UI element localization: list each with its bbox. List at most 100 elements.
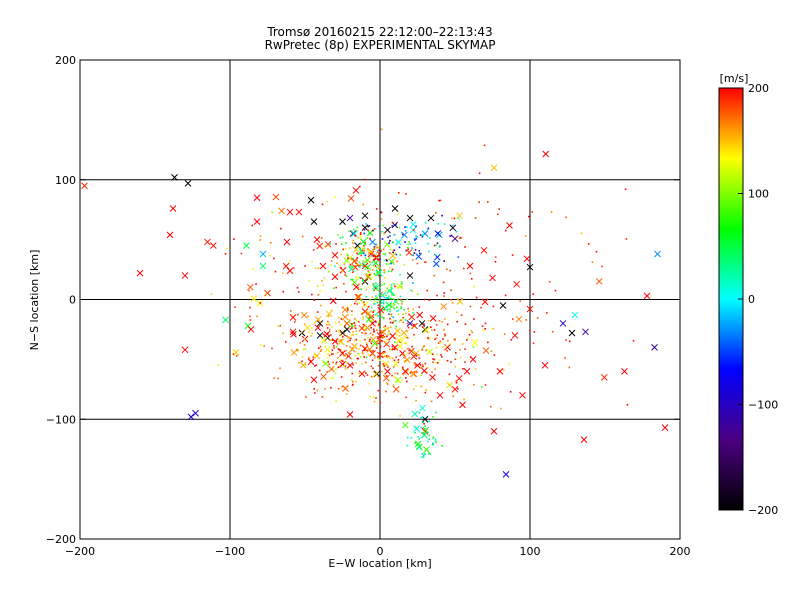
meteor-dot-marker <box>374 265 377 267</box>
meteor-dot-marker <box>345 361 348 363</box>
meteor-dot-marker <box>373 300 376 302</box>
meteor-dot-marker <box>392 306 395 309</box>
meteor-dot-marker <box>414 364 417 366</box>
meteor-dot-marker <box>426 366 429 369</box>
meteor-dot-marker <box>493 354 496 356</box>
meteor-cross-marker <box>515 315 523 323</box>
meteor-dot-marker <box>327 357 329 359</box>
meteor-dot-marker <box>397 381 399 383</box>
meteor-dot-marker <box>455 230 458 233</box>
meteor-cross-marker <box>300 311 308 319</box>
meteor-dot-marker <box>337 387 340 390</box>
meteor-dot-marker <box>469 305 472 308</box>
meteor-dot-marker <box>386 383 389 385</box>
meteor-cross-marker <box>416 311 424 319</box>
meteor-dot-marker <box>386 259 388 262</box>
meteor-dot-marker <box>433 358 436 361</box>
meteor-dot-marker <box>235 355 238 357</box>
meteor-dot-marker <box>441 214 443 217</box>
meteor-dot-marker <box>430 326 432 328</box>
meteor-dot-marker <box>379 300 382 303</box>
meteor-dot-marker <box>360 299 363 302</box>
meteor-dot-marker <box>382 353 385 356</box>
meteor-dot-marker <box>324 345 327 348</box>
meteor-dot-marker <box>329 243 331 245</box>
meteor-dot-marker <box>378 264 380 267</box>
meteor-dot-marker <box>396 372 399 375</box>
meteor-cross-marker <box>449 224 457 232</box>
meteor-dot-marker <box>311 332 313 335</box>
meteor-dot-marker <box>366 374 369 376</box>
meteor-dot-marker <box>449 269 452 272</box>
meteor-dot-marker <box>337 357 339 359</box>
meteor-dot-marker <box>381 231 383 233</box>
meteor-dot-marker <box>372 311 374 313</box>
meteor-dot-marker <box>481 386 483 388</box>
meteor-dot-marker <box>345 275 348 277</box>
meteor-dot-marker <box>333 347 335 349</box>
meteor-dot-marker <box>343 365 346 367</box>
meteor-dot-marker <box>363 232 366 235</box>
meteor-dot-marker <box>386 287 389 290</box>
meteor-dot-marker <box>382 363 385 365</box>
meteor-dot-marker <box>625 238 628 240</box>
meteor-cross-marker <box>463 367 471 375</box>
meteor-cross-marker <box>314 316 322 323</box>
meteor-dot-marker <box>422 456 425 459</box>
meteor-cross-marker <box>384 367 391 375</box>
meteor-dot-marker <box>324 245 326 248</box>
meteor-cross-marker <box>383 241 391 248</box>
meteor-dot-marker <box>400 307 402 310</box>
meteor-cross-marker <box>354 293 362 301</box>
meteor-dot-marker <box>404 359 407 362</box>
meteor-cross-marker <box>580 436 588 443</box>
meteor-dot-marker <box>370 319 373 322</box>
meteor-dot-marker <box>413 324 415 326</box>
meteor-dot-marker <box>438 320 441 322</box>
meteor-dot-marker <box>427 319 430 322</box>
meteor-dot-marker <box>394 319 397 322</box>
meteor-dot-marker <box>393 359 396 362</box>
meteor-cross-marker <box>324 240 332 248</box>
meteor-dot-marker <box>400 306 403 308</box>
meteor-dot-marker <box>418 357 421 360</box>
meteor-dot-marker <box>437 342 440 344</box>
meteor-dot-marker <box>313 299 316 301</box>
meteor-dot-marker <box>396 260 398 263</box>
meteor-dot-marker <box>377 389 380 392</box>
meteor-dot-marker <box>378 321 380 323</box>
meteor-cross-marker <box>259 250 267 258</box>
meteor-dot-marker <box>445 268 448 270</box>
meteor-cross-marker <box>600 374 608 381</box>
meteor-cross-marker <box>519 391 526 399</box>
meteor-dot-marker <box>386 328 389 331</box>
meteor-cross-marker <box>661 424 669 431</box>
meteor-dot-marker <box>397 192 400 194</box>
meteor-dot-marker <box>484 384 487 386</box>
meteor-dot-marker <box>322 284 325 287</box>
meteor-dot-marker <box>328 363 331 366</box>
meteor-dot-marker <box>398 320 401 323</box>
meteor-dot-marker <box>334 265 336 267</box>
meteor-dot-marker <box>365 288 368 291</box>
meteor-dot-marker <box>442 281 445 284</box>
meteor-dot-marker <box>466 339 468 341</box>
meteor-dot-marker <box>398 335 401 337</box>
meteor-dot-marker <box>423 422 425 425</box>
meteor-cross-marker <box>316 320 324 327</box>
meteor-cross-marker <box>434 230 442 237</box>
meteor-dot-marker <box>334 372 337 375</box>
meteor-dot-marker <box>453 217 456 220</box>
meteor-dot-marker <box>373 357 376 359</box>
meteor-cross-marker <box>247 326 255 333</box>
meteor-dot-marker <box>432 361 434 364</box>
meteor-dot-marker <box>395 330 398 333</box>
meteor-cross-marker <box>621 367 628 375</box>
meteor-dot-marker <box>389 297 391 300</box>
meteor-dot-marker <box>414 442 417 444</box>
y-tick-label: 100 <box>55 174 76 187</box>
meteor-cross-marker <box>382 374 390 382</box>
meteor-dot-marker <box>492 305 495 308</box>
meteor-dot-marker <box>385 294 387 297</box>
meteor-dot-marker <box>424 427 426 430</box>
